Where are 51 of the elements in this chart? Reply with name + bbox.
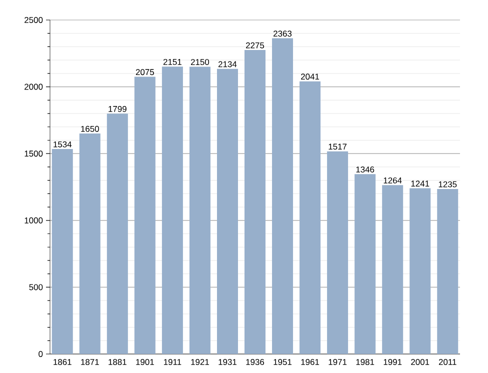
- x-tick-label: 1931: [218, 359, 236, 366]
- bar: [300, 81, 321, 354]
- bar: [134, 76, 156, 354]
- data-label: 1650: [81, 126, 99, 132]
- y-tick-label: 2500: [24, 17, 43, 23]
- data-label: 2275: [246, 42, 264, 48]
- bar: [189, 66, 210, 354]
- data-label: 1534: [54, 141, 72, 148]
- x-tick-label: 1951: [274, 359, 292, 366]
- data-label: 2041: [301, 74, 320, 80]
- bar: [410, 188, 431, 354]
- bar: [272, 38, 294, 354]
- x-tick-label: 1981: [356, 359, 374, 366]
- bar: [354, 174, 376, 354]
- data-label: 1235: [438, 181, 457, 188]
- x-tick-label: 1961: [301, 359, 320, 366]
- x-tick-label: 1861: [54, 359, 72, 366]
- x-tick-label: 2011: [438, 359, 456, 366]
- bar: [244, 50, 266, 354]
- y-tick-label: 500: [29, 284, 43, 290]
- x-tick-label: 1936: [246, 359, 264, 366]
- x-tick-label: 1971: [328, 359, 347, 366]
- data-label: 1346: [356, 166, 374, 172]
- x-tick-label: 1871: [81, 359, 99, 366]
- x-tick-label: 1921: [191, 359, 209, 366]
- data-label: 2134: [218, 61, 237, 68]
- bar: [382, 185, 404, 354]
- bar: [52, 149, 73, 354]
- bar: [216, 68, 238, 354]
- data-label: 2363: [274, 30, 292, 37]
- y-tick-label: 2000: [24, 84, 43, 90]
- bar: [327, 151, 348, 354]
- data-label: 1241: [411, 180, 430, 187]
- x-tick-label: 1901: [136, 359, 154, 366]
- data-label: 1799: [108, 106, 126, 112]
- data-label: 2075: [136, 69, 154, 76]
- y-tick-label: 1000: [24, 217, 43, 224]
- x-tick-label: 1911: [164, 359, 182, 366]
- y-tick-label: 1500: [24, 150, 43, 157]
- bar: [79, 134, 100, 354]
- x-tick-label: 1881: [108, 359, 126, 366]
- data-label: 2150: [190, 59, 210, 66]
- bar: [106, 114, 128, 354]
- data-label: 1264: [384, 177, 402, 184]
- x-tick-label: 2001: [411, 359, 430, 366]
- y-tick-label: 0: [38, 351, 43, 357]
- bar: [162, 66, 183, 354]
- x-tick-label: 1991: [384, 359, 402, 366]
- data-label: 2151: [163, 58, 182, 65]
- bar: [437, 189, 458, 354]
- data-label: 1517: [328, 144, 347, 150]
